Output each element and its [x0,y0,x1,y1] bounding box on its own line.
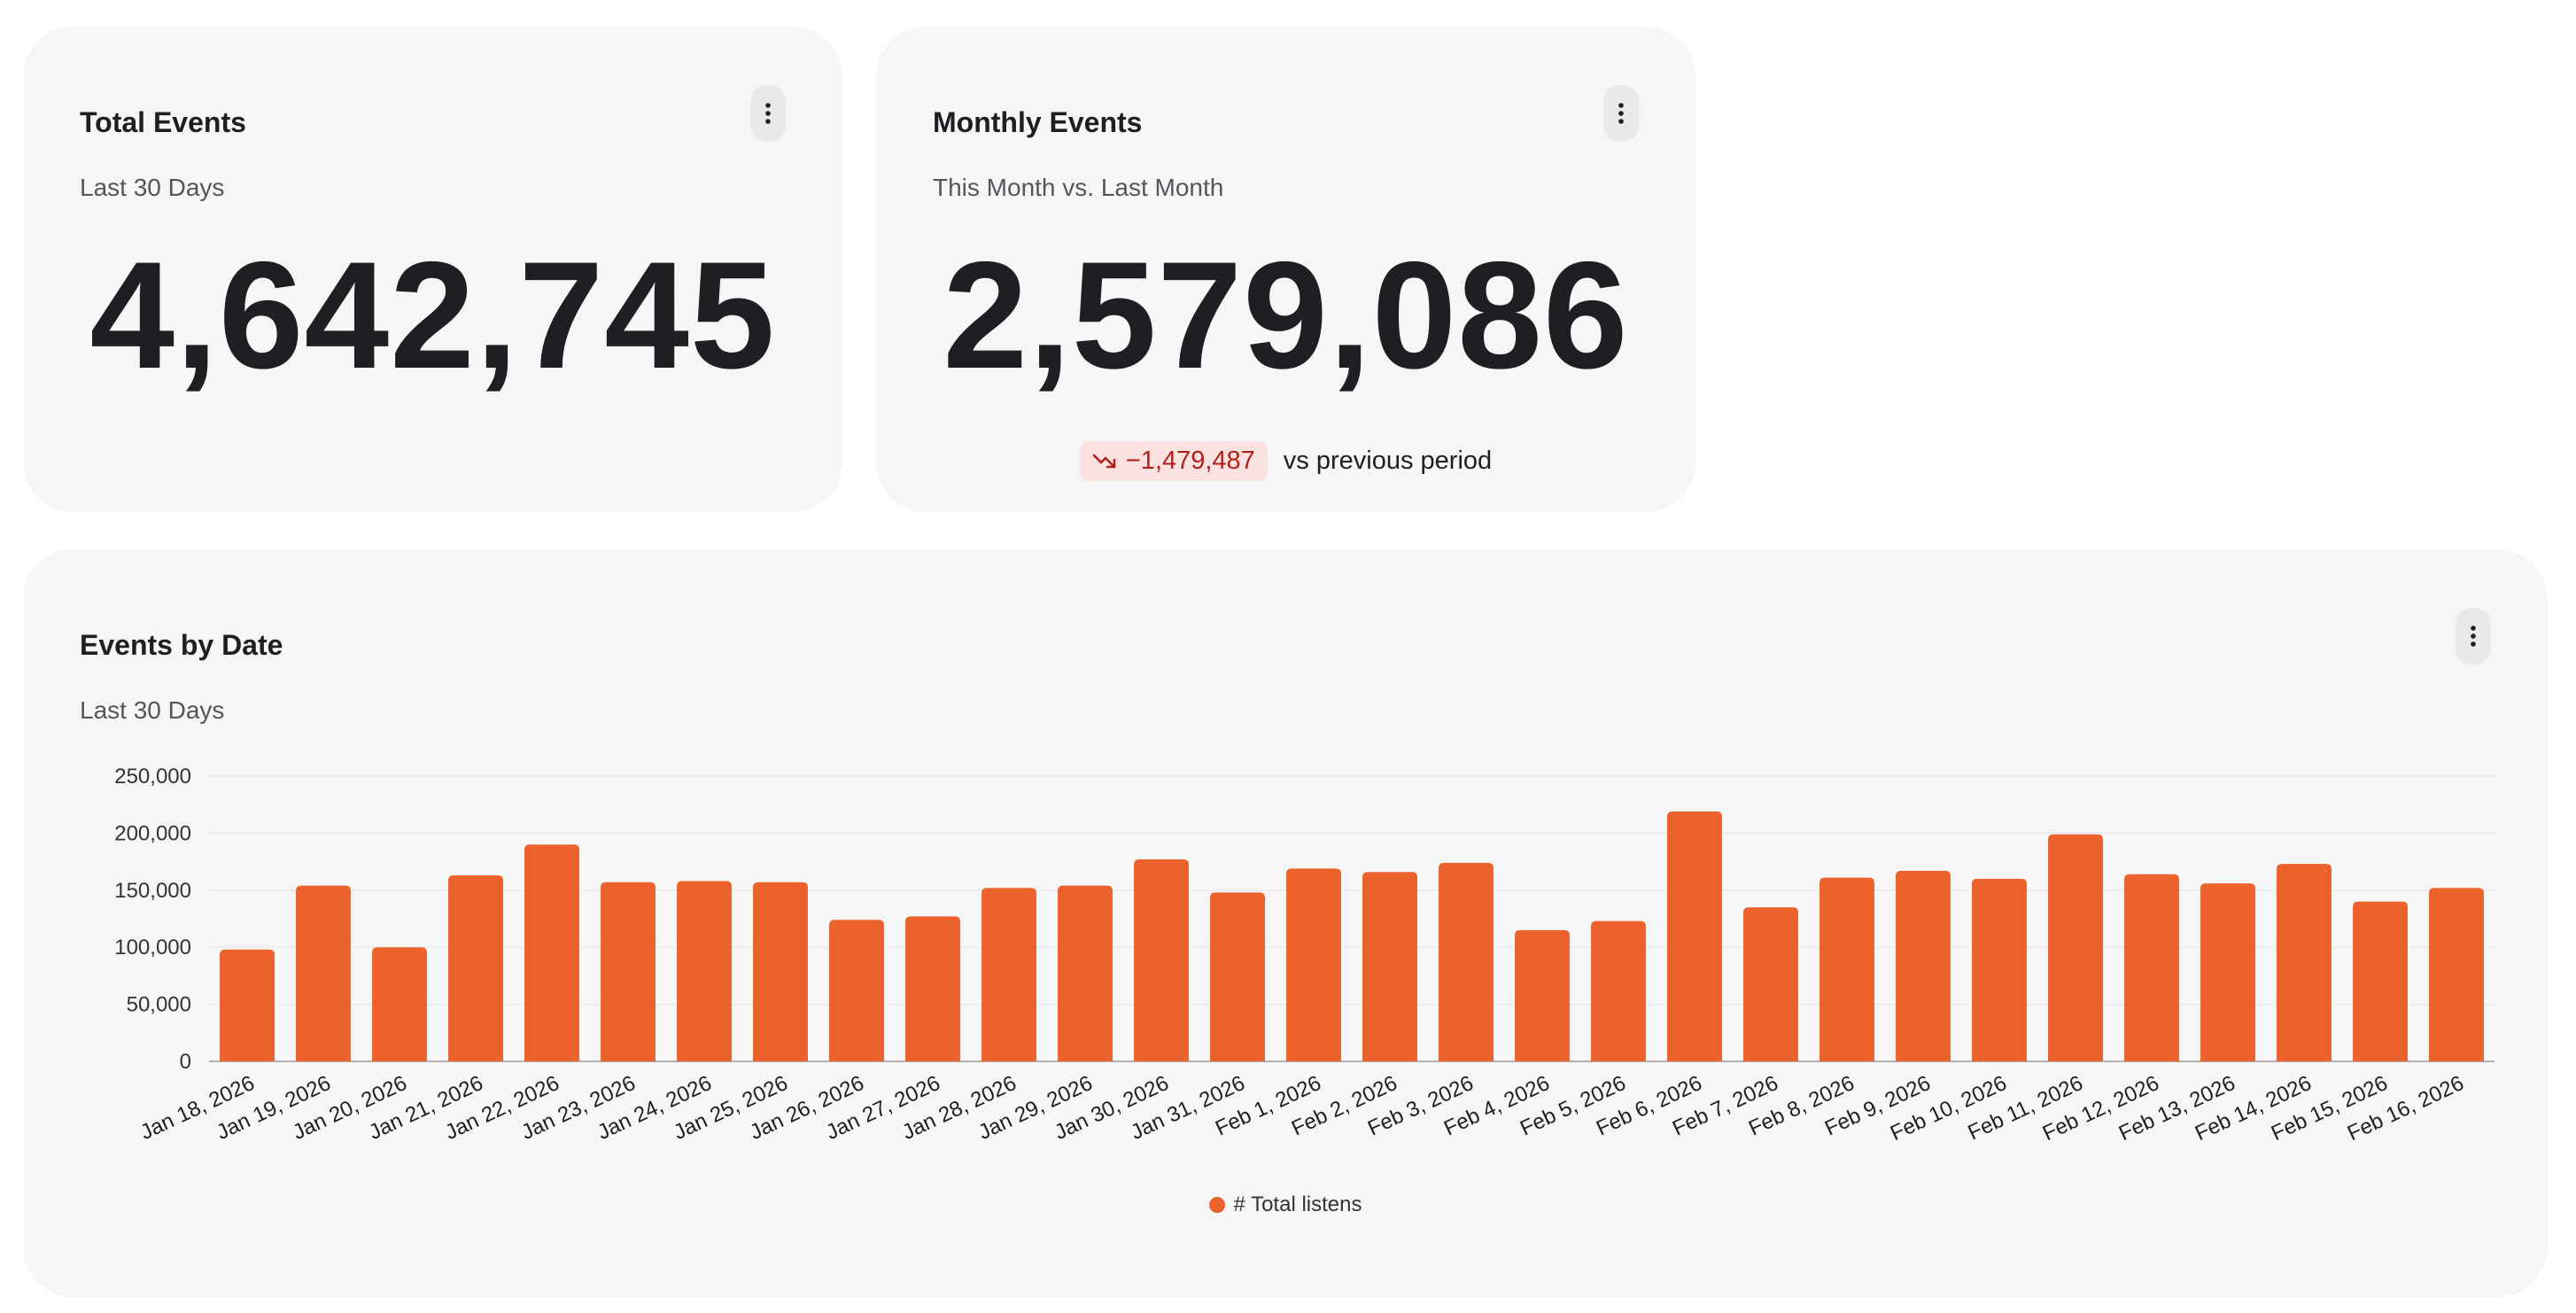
monthly-events-title: Monthly Events [933,106,1143,138]
monthly-events-card: Monthly Events This Month vs. Last Month… [876,27,1695,512]
chart-bar [601,882,656,1061]
y-tick-label: 200,000 [114,821,191,845]
chart-bar [2124,874,2179,1061]
chart-bar [1515,929,1570,1061]
chart-legend: # Total listens [23,1193,2548,1217]
monthly-events-menu-button[interactable] [1603,85,1639,142]
y-tick-label: 50,000 [127,993,191,1017]
trend-down-icon [1092,454,1116,468]
y-tick-label: 150,000 [114,879,191,903]
y-tick-label: 250,000 [114,765,191,789]
monthly-events-value: 2,579,086 [943,230,1629,400]
kebab-menu-icon [1618,103,1624,124]
chart-bar [1058,885,1113,1061]
chart-bar [448,875,503,1061]
chart-bar [1743,907,1798,1061]
events-by-date-card: 0 50,000 100,000 150,000 200,000 250,000 Jan 1… [23,549,2548,1297]
chart-bar [905,916,960,1061]
total-events-subtitle: Last 30 Days [80,174,225,201]
chart-bar [1210,892,1265,1061]
chart-bar [1667,811,1722,1061]
chart-bar [1972,878,2027,1061]
chart-bar [753,882,808,1061]
events-by-date-subtitle: Last 30 Days [80,696,225,724]
total-events-title: Total Events [80,106,246,138]
events-by-date-title: Events by Date [80,629,283,661]
chart-bar [1896,870,1951,1061]
chart-bar [296,885,351,1061]
chart-bar [1439,862,1494,1061]
chart-bar [524,844,579,1061]
y-tick-label: 100,000 [114,936,191,960]
legend-swatch [1208,1197,1225,1213]
y-tick-label: 0 [180,1050,191,1074]
chart-bar [1134,859,1189,1061]
chart-bar [1591,921,1646,1061]
delta-badge: −1,479,487 [1079,441,1268,481]
events-by-date-menu-button[interactable] [2456,608,2491,664]
chart-bar [982,888,1036,1061]
delta-value: −1,479,487 [1125,447,1255,475]
chart-bar [220,949,275,1061]
chart-bar [1819,877,1874,1061]
kebab-menu-icon [765,103,771,124]
legend-label: # Total listens [1233,1193,1362,1216]
chart-bar [1362,872,1417,1061]
monthly-events-subtitle: This Month vs. Last Month [933,174,1224,201]
chart-bar [2200,883,2255,1061]
comparison-row: −1,479,487 vs previous period [876,441,1695,481]
chart-bar [1286,868,1341,1061]
chart-bar [372,947,427,1061]
kebab-menu-icon [2471,625,2476,647]
chart-bar [2048,834,2103,1061]
total-events-menu-button[interactable] [750,85,786,142]
chart-bar [2353,901,2408,1061]
total-events-value: 4,642,745 [89,230,776,400]
total-events-card: Total Events Last 30 Days 4,642,745 [23,27,842,512]
chart-bar [829,920,884,1061]
delta-caption: vs previous period [1283,447,1493,475]
chart-bar [2277,864,2332,1061]
chart-bar [677,881,732,1061]
chart-bar [2429,888,2484,1061]
